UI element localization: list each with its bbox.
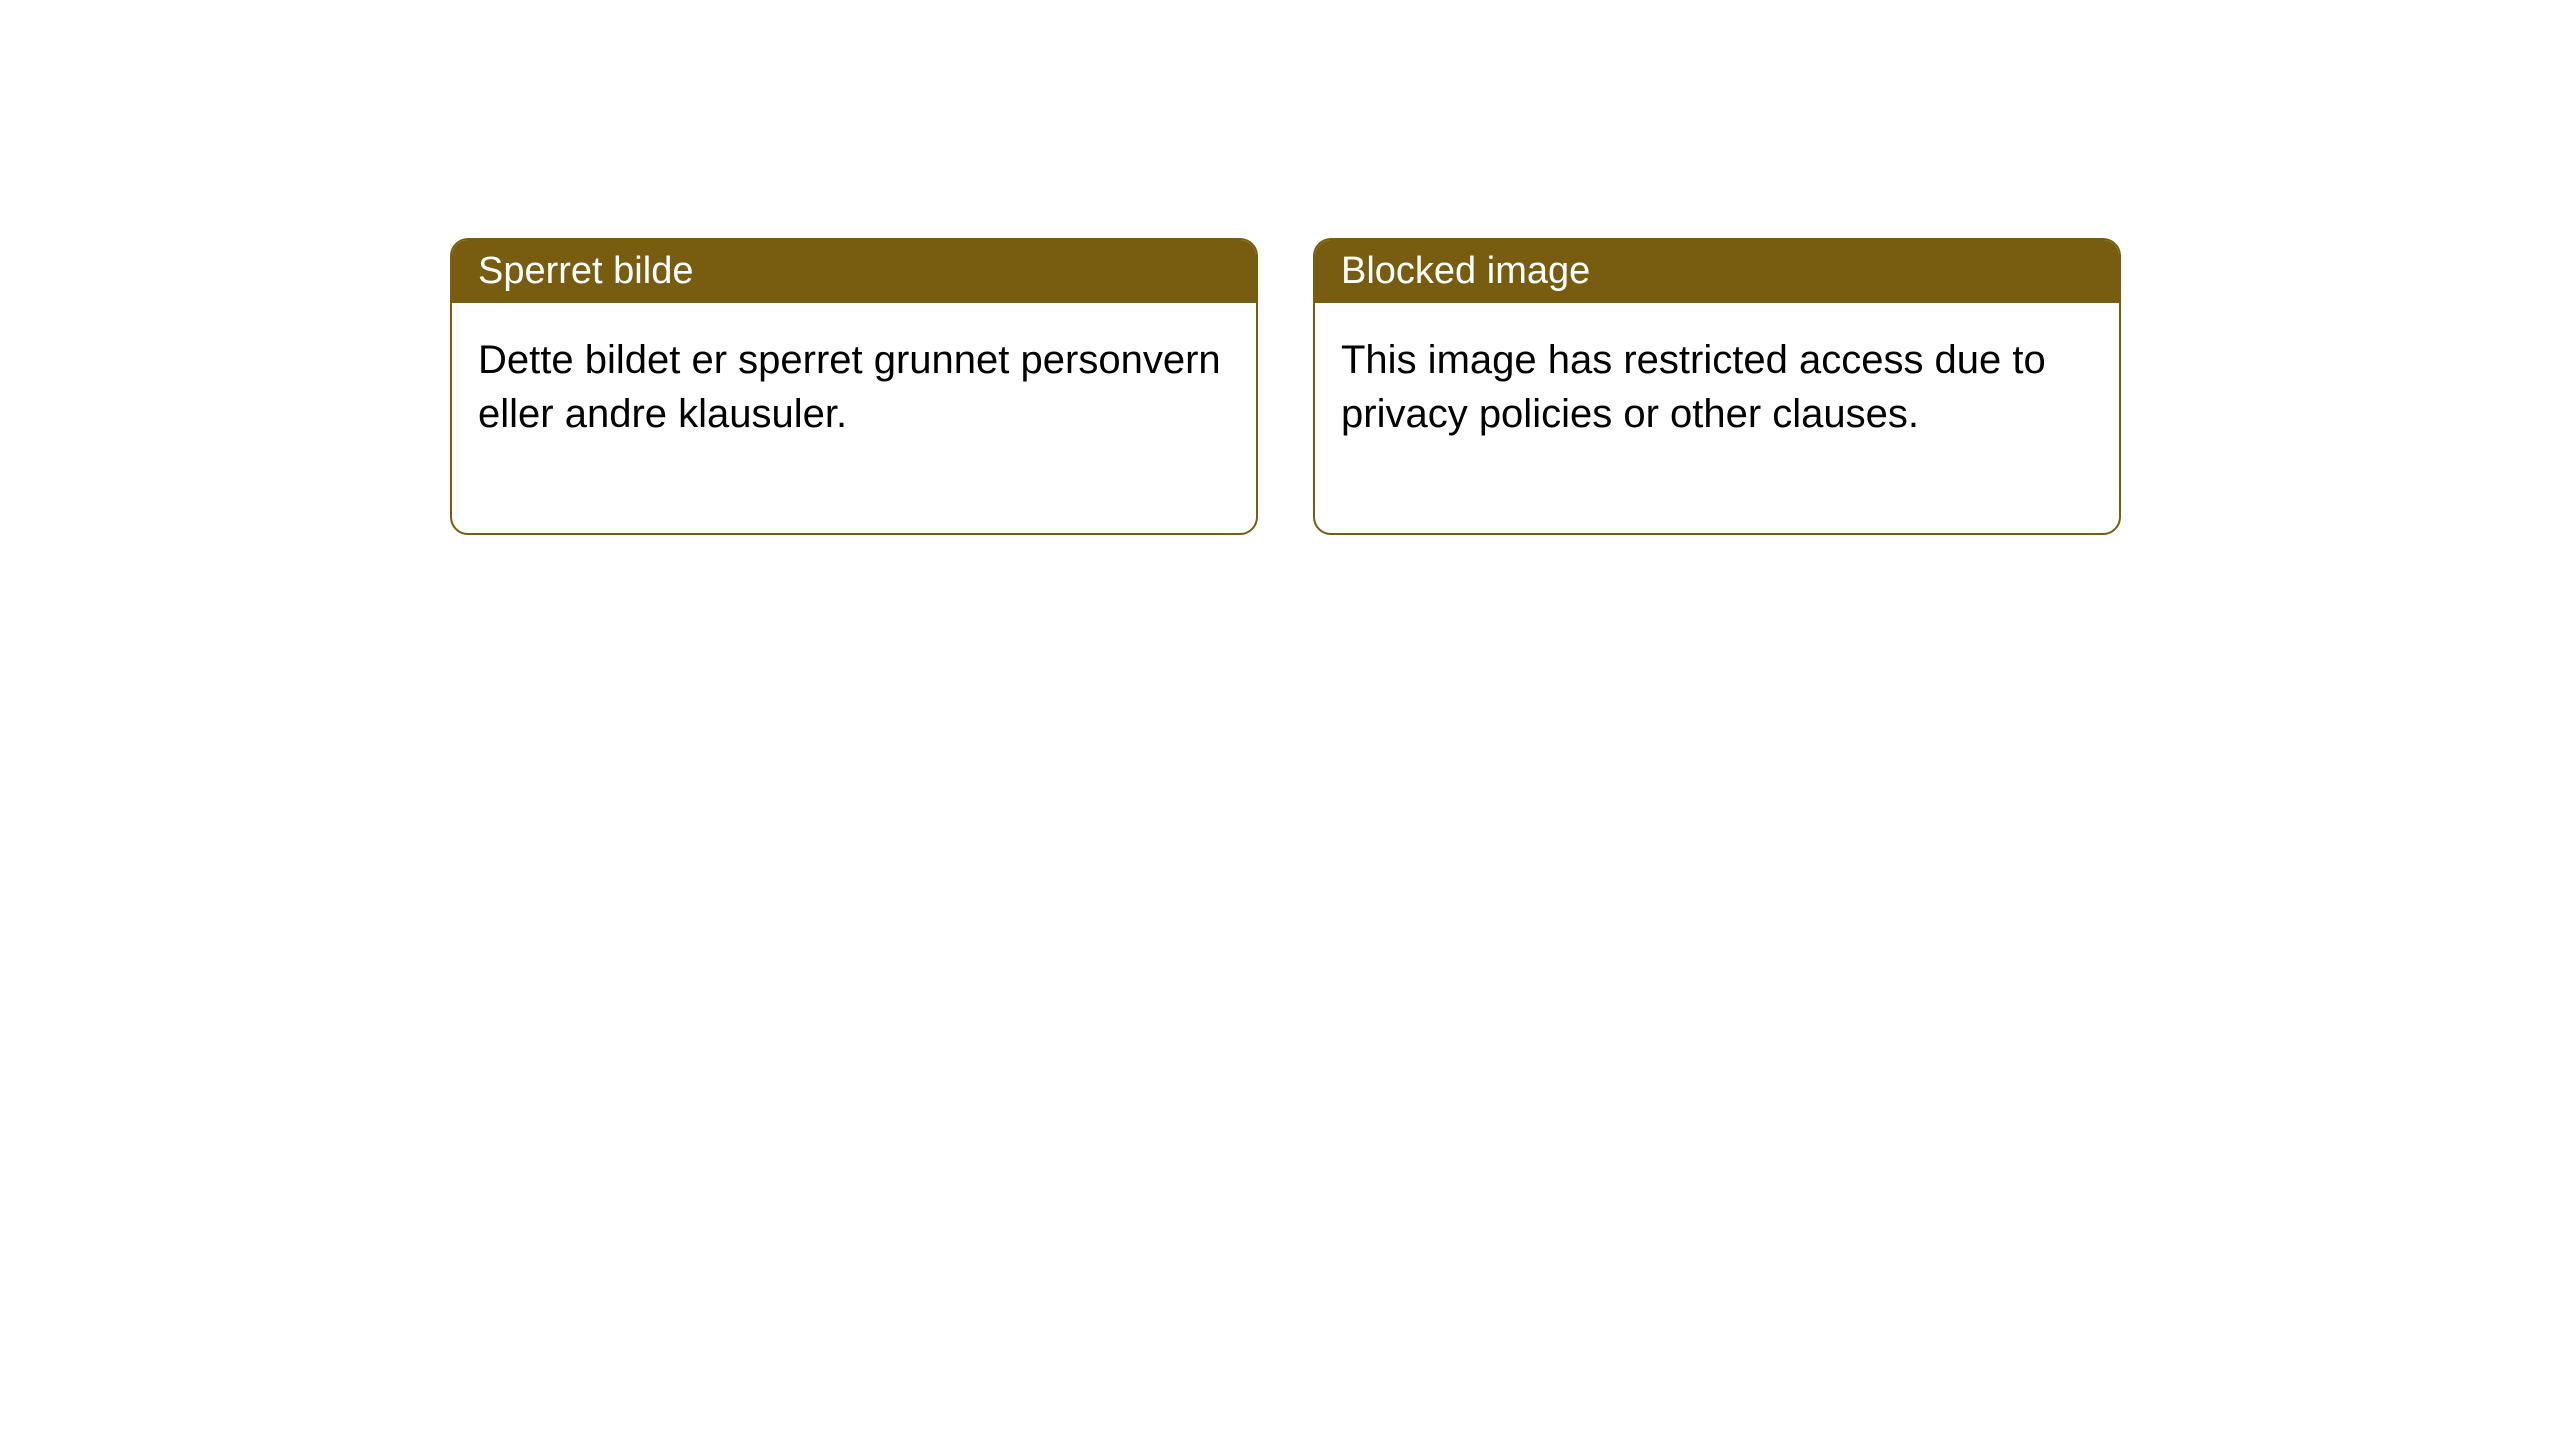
card-title: Blocked image (1341, 250, 1590, 292)
notice-card-english: Blocked image This image has restricted … (1313, 238, 2121, 535)
notice-container: Sperret bilde Dette bildet er sperret gr… (0, 0, 2560, 535)
card-message: This image has restricted access due to … (1341, 338, 2046, 436)
card-body: This image has restricted access due to … (1315, 303, 2119, 533)
notice-card-norwegian: Sperret bilde Dette bildet er sperret gr… (450, 238, 1258, 535)
card-body: Dette bildet er sperret grunnet personve… (452, 303, 1256, 533)
card-title: Sperret bilde (478, 250, 693, 292)
card-message: Dette bildet er sperret grunnet personve… (478, 338, 1221, 436)
card-header: Sperret bilde (452, 240, 1256, 303)
card-header: Blocked image (1315, 240, 2119, 303)
